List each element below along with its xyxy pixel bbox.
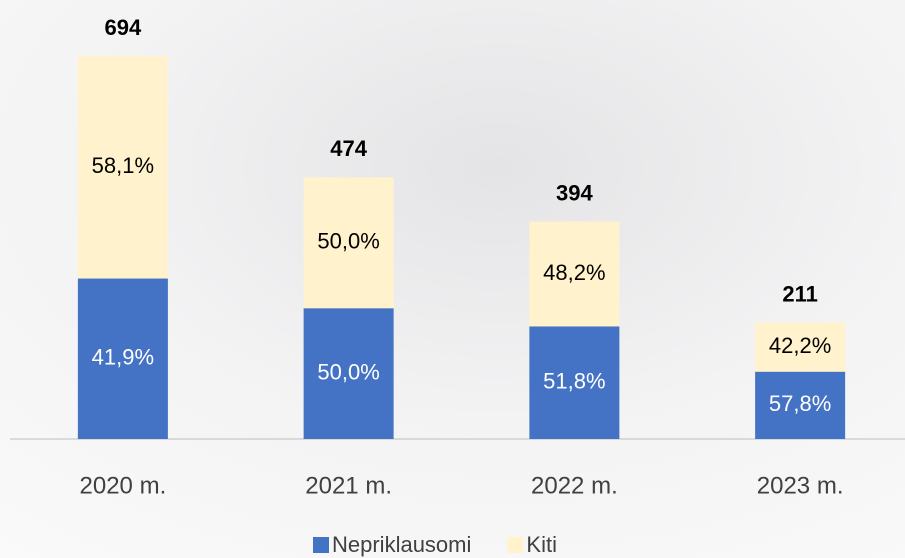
bar-segment (529, 221, 620, 327)
segment-label: 50,0% (317, 359, 379, 384)
segment-label: 41,9% (92, 345, 154, 370)
x-tick-label: 2023 m. (757, 472, 844, 499)
total-label: 474 (330, 136, 367, 161)
bar-segment (303, 308, 394, 439)
bar-segment (755, 322, 846, 372)
legend-label: Kiti (526, 532, 557, 557)
segment-label: 58,1% (92, 153, 154, 178)
bar-segment (529, 326, 620, 439)
legend-label: Nepriklausomi (332, 532, 471, 557)
x-tick-label: 2020 m. (80, 472, 167, 499)
segment-label: 50,0% (317, 229, 379, 254)
segment-label: 51,8% (543, 368, 605, 393)
legend-swatch (507, 537, 524, 553)
x-tick-label: 2021 m. (305, 472, 392, 499)
bar-segment (77, 278, 168, 439)
total-label: 394 (556, 180, 593, 205)
segment-label: 42,2% (769, 333, 831, 358)
segment-label: 57,8% (769, 391, 831, 416)
x-tick-label: 2022 m. (531, 472, 618, 499)
bar-segment (303, 177, 394, 309)
bar-segment (755, 371, 846, 439)
legend-swatch (313, 537, 329, 553)
segment-label: 48,2% (543, 260, 605, 285)
bar-segment (77, 56, 168, 279)
total-label: 694 (105, 15, 142, 40)
total-label: 211 (782, 281, 818, 306)
